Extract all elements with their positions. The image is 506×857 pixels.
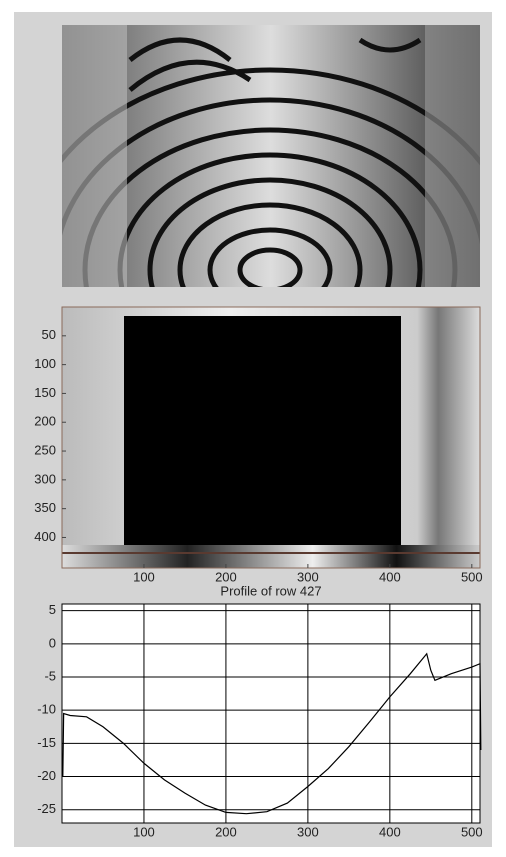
y-tick-label: 250 — [34, 442, 56, 457]
plot-title: Profile of row 427 — [220, 583, 321, 598]
x-tick-label: 400 — [379, 824, 401, 839]
x-tick-label: 400 — [379, 569, 401, 584]
y-tick-label: -15 — [37, 735, 56, 750]
y-tick-label: 5 — [49, 602, 56, 617]
x-tick-label: 300 — [297, 824, 319, 839]
x-tick-label: 200 — [215, 824, 237, 839]
plot-area — [61, 603, 481, 824]
y-tick-label: -5 — [44, 668, 56, 683]
x-tick-label: 100 — [133, 569, 155, 584]
y-tick-label: 100 — [34, 356, 56, 371]
image-panel — [61, 306, 481, 569]
x-tick-label: 300 — [297, 569, 319, 584]
y-tick-label: 50 — [42, 327, 56, 342]
x-tick-label: 200 — [215, 569, 237, 584]
y-tick-label: -20 — [37, 768, 56, 783]
x-tick-label: 500 — [461, 824, 483, 839]
y-tick-label: -25 — [37, 801, 56, 816]
y-tick-label: -10 — [37, 702, 56, 717]
y-tick-label: 200 — [34, 414, 56, 429]
y-tick-label: 400 — [34, 529, 56, 544]
x-tick-label: 500 — [461, 569, 483, 584]
y-tick-label: 300 — [34, 471, 56, 486]
y-tick-label: 0 — [49, 635, 56, 650]
fringe-image — [62, 25, 480, 287]
y-tick-label: 150 — [34, 385, 56, 400]
y-tick-label: 350 — [34, 500, 56, 515]
x-tick-label: 100 — [133, 824, 155, 839]
profile-line — [62, 652, 482, 815]
